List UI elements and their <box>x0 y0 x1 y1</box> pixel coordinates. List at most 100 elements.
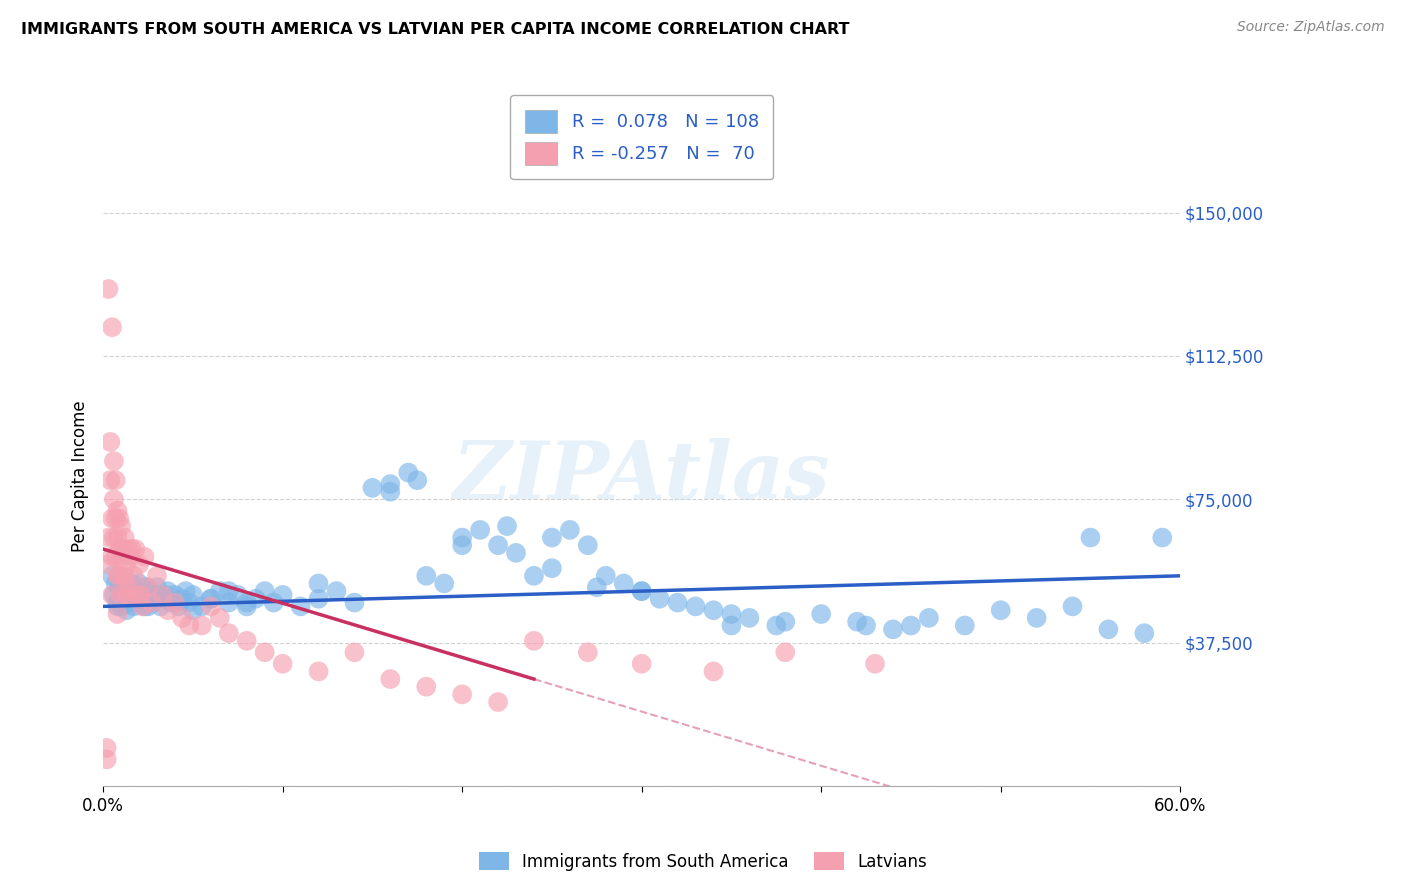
Point <box>325 584 347 599</box>
Point <box>505 546 527 560</box>
Point <box>1152 531 1174 545</box>
Point <box>107 531 129 545</box>
Point <box>107 596 129 610</box>
Point <box>308 576 330 591</box>
Legend: Immigrants from South America, Latvians: Immigrants from South America, Latvians <box>471 844 935 880</box>
Point <box>114 569 136 583</box>
Text: ZIPAtlas: ZIPAtlas <box>453 438 831 516</box>
Point <box>200 599 222 614</box>
Point <box>96 740 118 755</box>
Point <box>104 576 127 591</box>
Point <box>136 599 159 614</box>
Point <box>107 607 129 621</box>
Point <box>135 580 157 594</box>
Point <box>139 584 162 599</box>
Point <box>122 599 145 614</box>
Point <box>523 569 546 583</box>
Point <box>107 504 129 518</box>
Point <box>124 542 146 557</box>
Point <box>343 645 366 659</box>
Point <box>702 665 724 679</box>
Point <box>181 603 204 617</box>
Point <box>415 569 437 583</box>
Point <box>101 549 124 564</box>
Point <box>107 569 129 583</box>
Point <box>114 584 136 599</box>
Point <box>1025 611 1047 625</box>
Point <box>163 588 186 602</box>
Point <box>172 591 194 606</box>
Point <box>131 599 153 614</box>
Point <box>451 687 474 701</box>
Point <box>685 599 707 614</box>
Point <box>108 580 131 594</box>
Y-axis label: Per Capita Income: Per Capita Income <box>72 401 89 552</box>
Point <box>882 623 904 637</box>
Point <box>235 599 257 614</box>
Point <box>720 607 742 621</box>
Point <box>110 588 132 602</box>
Point <box>146 580 169 594</box>
Point <box>96 752 118 766</box>
Point <box>136 580 159 594</box>
Point <box>775 645 797 659</box>
Point <box>900 618 922 632</box>
Point <box>156 603 179 617</box>
Point <box>990 603 1012 617</box>
Text: IMMIGRANTS FROM SOUTH AMERICA VS LATVIAN PER CAPITA INCOME CORRELATION CHART: IMMIGRANTS FROM SOUTH AMERICA VS LATVIAN… <box>21 22 849 37</box>
Point <box>630 584 652 599</box>
Point <box>1133 626 1156 640</box>
Point <box>103 531 125 545</box>
Point <box>918 611 941 625</box>
Point <box>120 549 142 564</box>
Point <box>541 561 564 575</box>
Point <box>149 599 172 614</box>
Point <box>104 549 127 564</box>
Point <box>558 523 581 537</box>
Point <box>271 588 294 602</box>
Point <box>208 584 231 599</box>
Point <box>245 591 267 606</box>
Point <box>433 576 456 591</box>
Point <box>104 473 127 487</box>
Point <box>121 542 143 557</box>
Point <box>863 657 886 671</box>
Point <box>111 569 134 583</box>
Point <box>98 434 121 449</box>
Point <box>134 599 156 614</box>
Point <box>648 591 671 606</box>
Legend: R =  0.078   N = 108, R = -0.257   N =  70: R = 0.078 N = 108, R = -0.257 N = 70 <box>510 95 773 179</box>
Point <box>406 473 429 487</box>
Point <box>855 618 877 632</box>
Point <box>380 477 402 491</box>
Point <box>630 584 652 599</box>
Point <box>97 531 120 545</box>
Point <box>103 454 125 468</box>
Point <box>141 596 163 610</box>
Point <box>775 615 797 629</box>
Point <box>253 645 276 659</box>
Point <box>115 588 138 602</box>
Point <box>1062 599 1084 614</box>
Point <box>120 588 142 602</box>
Point <box>396 466 419 480</box>
Point <box>1080 531 1102 545</box>
Point <box>576 645 599 659</box>
Point <box>136 591 159 606</box>
Point <box>103 492 125 507</box>
Point <box>120 596 142 610</box>
Point <box>496 519 519 533</box>
Point <box>127 588 149 602</box>
Point <box>128 591 150 606</box>
Point <box>107 599 129 614</box>
Point <box>156 584 179 599</box>
Point <box>129 588 152 602</box>
Point <box>111 542 134 557</box>
Point <box>146 569 169 583</box>
Point <box>415 680 437 694</box>
Point <box>486 538 509 552</box>
Point <box>765 618 787 632</box>
Point <box>308 591 330 606</box>
Point <box>117 542 139 557</box>
Point <box>576 538 599 552</box>
